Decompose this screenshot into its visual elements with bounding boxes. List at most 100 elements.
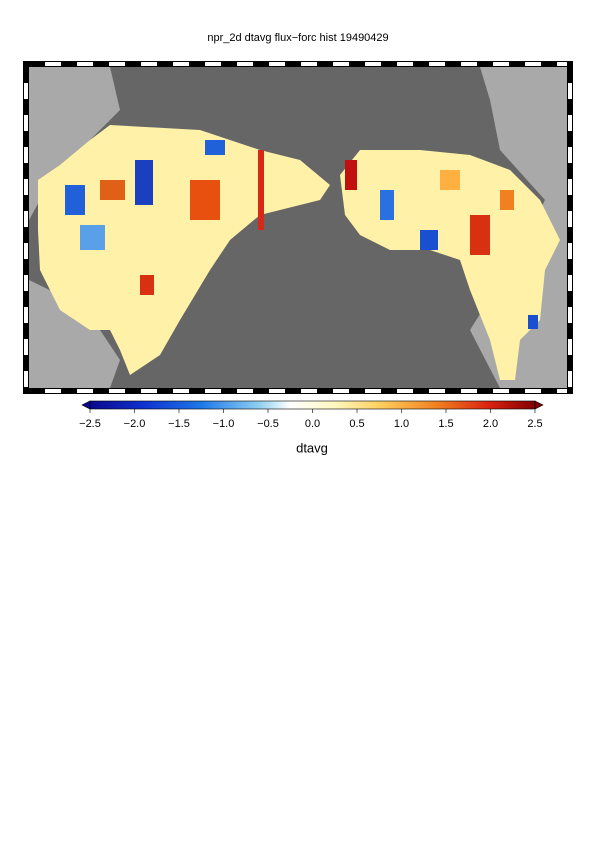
border-cell [173,389,189,393]
border-cell [568,163,572,179]
border-cell [253,62,269,66]
colorbar-label: dtavg [296,440,328,455]
colorbar-tick-label: −1.0 [213,418,235,430]
border-cell [509,62,525,66]
border-cell [24,115,28,131]
border-cell [45,389,61,393]
border-cell [445,389,461,393]
border-cell [157,389,173,393]
border-cell [429,62,445,66]
border-cell [568,179,572,195]
colorbar-tick-label: −2.0 [124,418,146,430]
border-cell [557,389,567,393]
field-patches [65,140,538,329]
border-cell [557,62,567,66]
border-cell [568,115,572,131]
border-cell [189,62,205,66]
border-cell [109,62,125,66]
border-cell [568,131,572,147]
map [23,61,573,394]
border-cell [301,389,317,393]
border-cell [205,389,221,393]
colorbar-body [89,400,536,410]
border-cell [157,62,173,66]
land [29,280,120,388]
border-cell [568,83,572,99]
border-cell [568,67,572,83]
border-cell [24,147,28,163]
border-cell [445,62,461,66]
border-cell [568,211,572,227]
border-cell [429,389,445,393]
border-cell [568,323,572,339]
border-cell [93,62,109,66]
border-cell [525,389,541,393]
colorbar-arrow [534,400,544,410]
border-cell [237,389,253,393]
border-cell [568,275,572,291]
border-cell [317,62,333,66]
colorbar-tick-label: 1.0 [394,418,409,430]
border-cell [24,83,28,99]
border-cell [568,355,572,371]
border-cell [461,62,477,66]
border-cell [381,389,397,393]
border-cell [568,99,572,115]
border-cell [221,389,237,393]
border-cell [365,389,381,393]
border-cell [24,291,28,307]
colorbar-tick-label: 1.5 [438,418,453,430]
border-cell [93,389,109,393]
border-cell [568,291,572,307]
border-cell [24,371,28,387]
border-cell [77,62,93,66]
border-cell [568,147,572,163]
map-border [24,62,572,393]
border-cell [24,99,28,115]
border-cell [525,62,541,66]
border-cell [24,307,28,323]
border-cell [301,62,317,66]
colorbar-arrow [81,400,91,410]
border-cell [477,389,493,393]
border-cell [29,62,45,66]
border-cell [253,389,269,393]
border-cell [24,355,28,371]
border-cell [269,389,285,393]
colorbar-tick-label: 2.0 [483,418,498,430]
border-cell [397,389,413,393]
border-cell [24,211,28,227]
border-cell [493,389,509,393]
border-cell [24,67,28,83]
border-cell [24,243,28,259]
colorbar: −2.5 −2.0 −1.5 −1.0 −0.5 0.0 0.5 1.0 1.5 2.0 2.5 [79,400,544,430]
border-cell [189,389,205,393]
border-cell [24,339,28,355]
border-cell [29,389,45,393]
border-cell [397,62,413,66]
border-cell [285,62,301,66]
border-cell [568,227,572,243]
border-cell [237,62,253,66]
colorbar-tick-label: −2.5 [79,418,101,430]
border-cell [125,389,141,393]
border-cell [413,62,429,66]
border-cell [541,389,557,393]
border-cell [509,389,525,393]
border-cell [333,62,349,66]
border-cell [24,163,28,179]
border-cell [205,62,221,66]
border-cell [349,62,365,66]
border-cell [568,259,572,275]
border-cell [77,389,93,393]
border-cell [221,62,237,66]
border-cell [568,195,572,211]
colorbar-tick-label: 0.0 [305,418,320,430]
border-cell [285,389,301,393]
border-cell [381,62,397,66]
border-cell [333,389,349,393]
border-cell [24,323,28,339]
border-cell [61,389,77,393]
border-cell [24,275,28,291]
